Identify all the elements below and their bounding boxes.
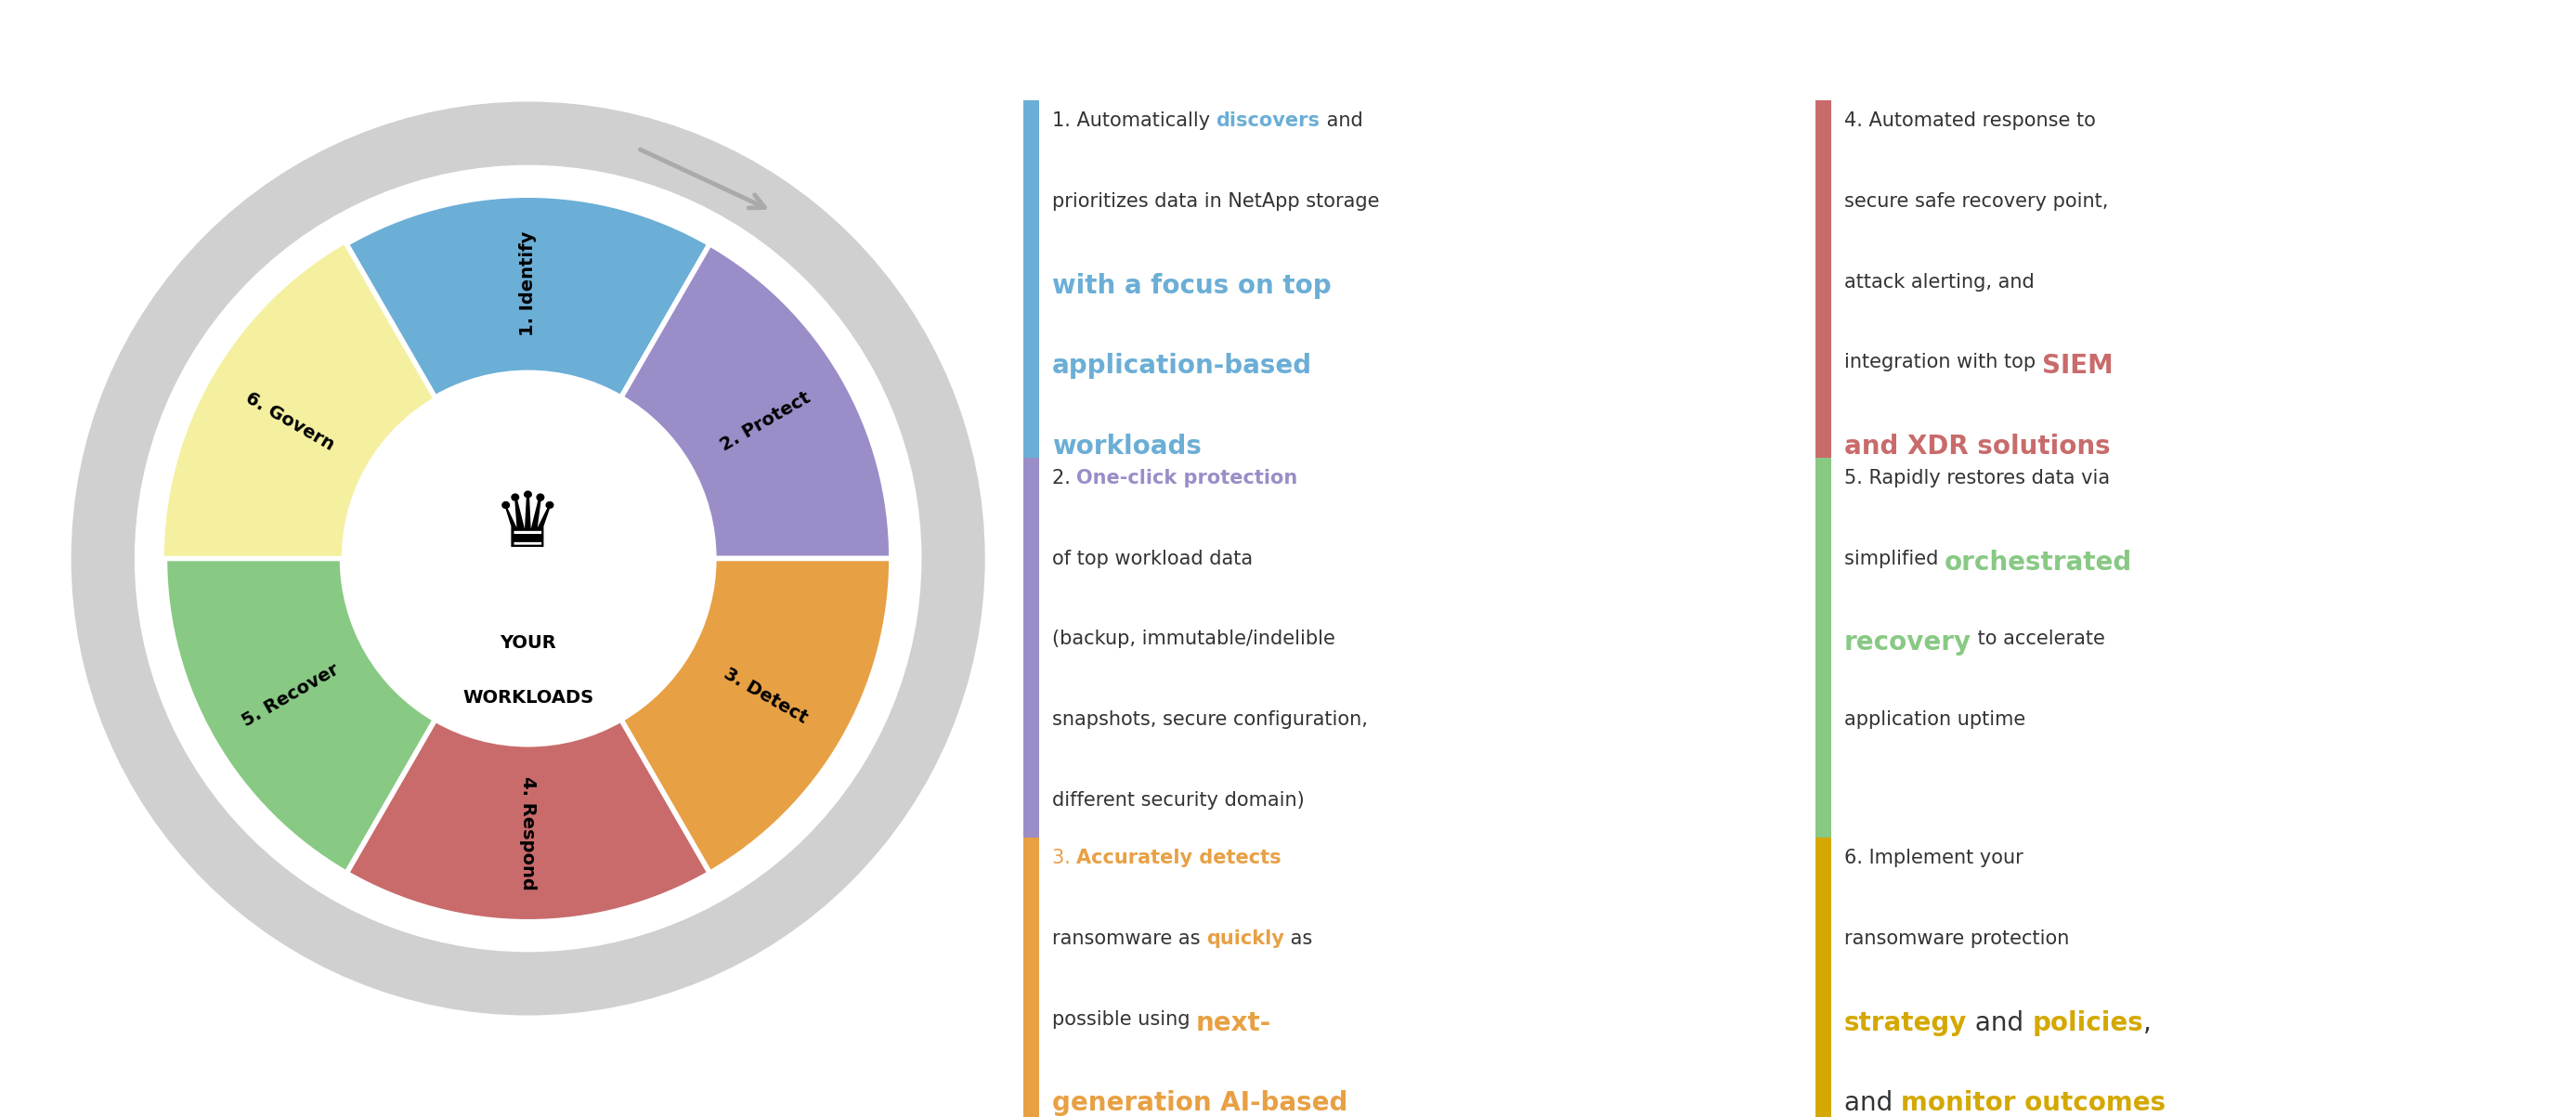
Text: 1. Automatically: 1. Automatically [1051, 112, 1216, 131]
Text: recovery: recovery [1844, 630, 1971, 656]
Text: 1. Identify: 1. Identify [520, 231, 536, 336]
Text: and: and [1968, 1010, 2032, 1035]
Text: ,: , [2143, 1010, 2151, 1035]
Text: SIEM: SIEM [2043, 353, 2112, 379]
Text: and: and [1844, 1090, 1901, 1116]
Text: next-: next- [1195, 1010, 1273, 1035]
Text: quickly: quickly [1206, 929, 1283, 948]
Bar [1023, 101, 1038, 605]
Text: secure safe recovery point,: secure safe recovery point, [1844, 192, 2107, 211]
Text: 3.: 3. [1051, 849, 1077, 868]
Text: strategy: strategy [1844, 1010, 1968, 1035]
Circle shape [134, 165, 922, 952]
Bar [1816, 838, 1832, 1117]
Text: attack alerting, and: attack alerting, and [1844, 273, 2035, 292]
Text: ransomware as: ransomware as [1051, 929, 1206, 948]
Text: to accelerate: to accelerate [1971, 630, 2105, 649]
Text: ♛: ♛ [495, 487, 562, 562]
Text: One-click protection: One-click protection [1077, 469, 1298, 488]
Text: YOUR: YOUR [500, 634, 556, 652]
Circle shape [165, 195, 891, 922]
Text: Accurately detects: Accurately detects [1077, 849, 1280, 868]
Text: application uptime: application uptime [1844, 710, 2025, 729]
Text: 5. Recover: 5. Recover [240, 661, 343, 731]
Text: snapshots, secure configuration,: snapshots, secure configuration, [1051, 710, 1368, 729]
Text: 4. Automated response to: 4. Automated response to [1844, 112, 2097, 131]
Text: monitor outcomes: monitor outcomes [1901, 1090, 2166, 1116]
Text: different security domain): different security domain) [1051, 791, 1303, 810]
Text: 2.: 2. [1051, 469, 1077, 488]
Text: with a focus on top: with a focus on top [1051, 273, 1332, 298]
Text: 5. Rapidly restores data via: 5. Rapidly restores data via [1844, 469, 2110, 488]
Bar [1816, 101, 1832, 605]
Text: 6. Implement your: 6. Implement your [1844, 849, 2022, 868]
Circle shape [343, 373, 714, 744]
Text: 3. Detect: 3. Detect [721, 665, 811, 727]
Text: integration with top: integration with top [1844, 353, 2043, 372]
Text: and: and [1319, 112, 1363, 131]
Text: 2. Protect: 2. Protect [719, 389, 814, 455]
Wedge shape [165, 558, 435, 873]
Text: 4. Respond: 4. Respond [520, 776, 536, 890]
Text: ransomware protection: ransomware protection [1844, 929, 2069, 948]
Text: generation AI-based: generation AI-based [1051, 1090, 1347, 1116]
Text: of top workload data: of top workload data [1051, 550, 1252, 569]
Text: discovers: discovers [1216, 112, 1319, 131]
Circle shape [72, 103, 984, 1014]
Wedge shape [621, 558, 891, 873]
Bar [1023, 838, 1038, 1117]
Text: and XDR solutions: and XDR solutions [1844, 433, 2110, 459]
Text: orchestrated: orchestrated [1945, 550, 2133, 575]
Text: WORKLOADS: WORKLOADS [464, 689, 592, 707]
Text: policies: policies [2032, 1010, 2143, 1035]
Text: as: as [1283, 929, 1311, 948]
Text: application-based: application-based [1051, 353, 1311, 379]
Wedge shape [621, 244, 891, 558]
Text: (backup, immutable/indelible: (backup, immutable/indelible [1051, 630, 1334, 649]
Text: prioritizes data in NetApp storage: prioritizes data in NetApp storage [1051, 192, 1378, 211]
Bar [1023, 458, 1038, 963]
Text: 6. Govern: 6. Govern [242, 389, 337, 454]
Wedge shape [345, 195, 711, 398]
Text: workloads: workloads [1051, 433, 1200, 459]
Text: simplified: simplified [1844, 550, 1945, 569]
Text: possible using: possible using [1051, 1010, 1195, 1029]
Wedge shape [345, 719, 711, 922]
Bar [1816, 458, 1832, 882]
